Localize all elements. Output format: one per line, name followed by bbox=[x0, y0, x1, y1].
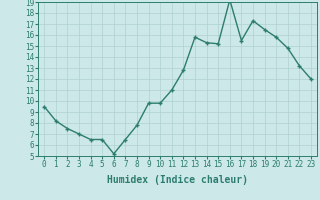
X-axis label: Humidex (Indice chaleur): Humidex (Indice chaleur) bbox=[107, 175, 248, 185]
